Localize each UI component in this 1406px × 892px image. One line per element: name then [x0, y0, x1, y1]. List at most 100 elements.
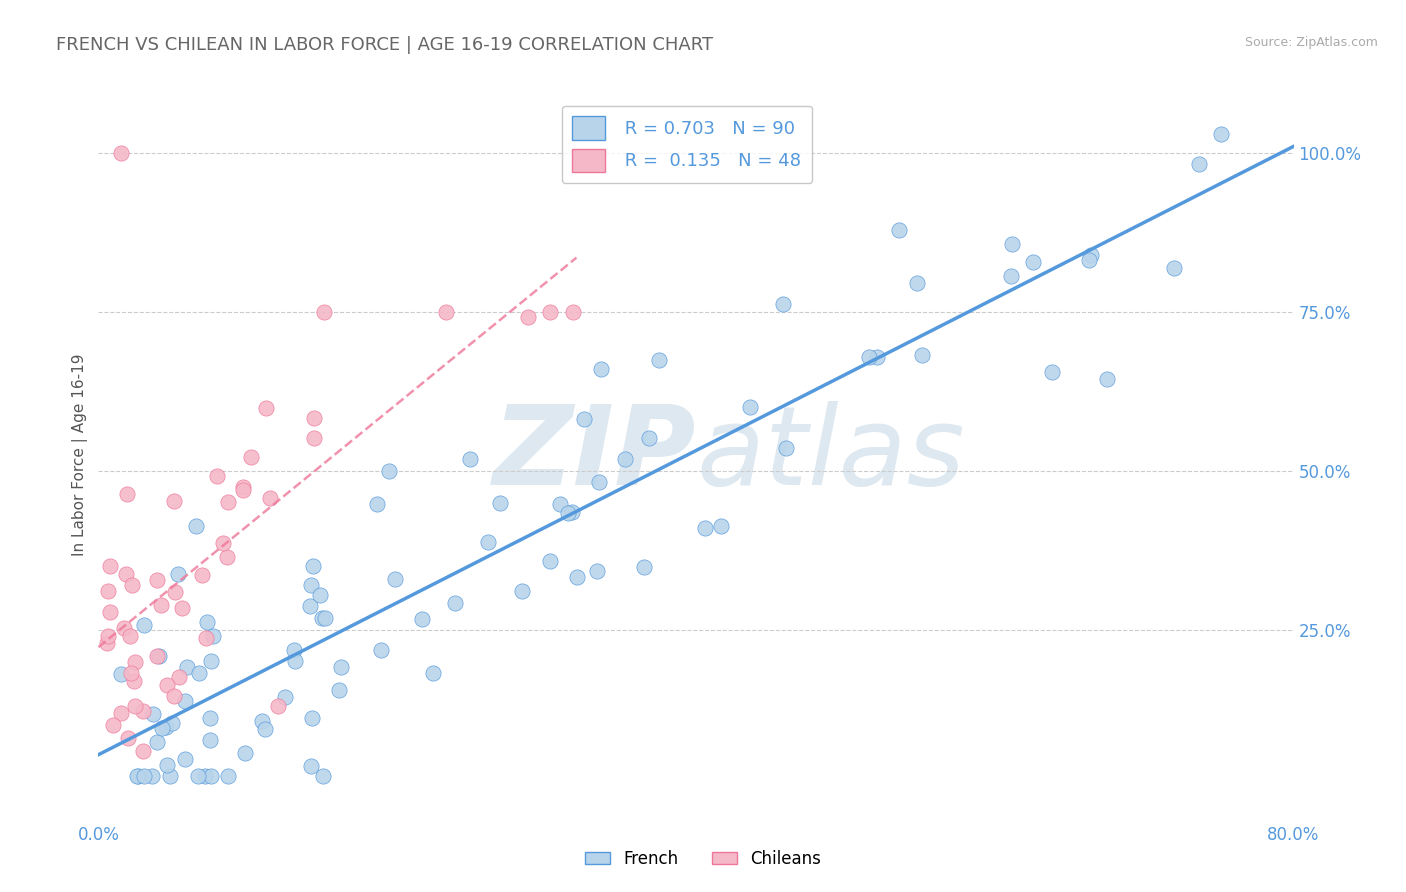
- Point: [301, 710, 323, 724]
- Point: [167, 670, 190, 684]
- Point: [156, 758, 179, 772]
- Point: [132, 769, 155, 783]
- Point: [120, 629, 142, 643]
- Point: [510, 583, 533, 598]
- Point: [103, 718, 125, 732]
- Point: [195, 615, 218, 629]
- Point: [1077, 252, 1099, 267]
- Y-axis label: In Labor Force | Age 16-19: In Labor Force | Age 16-19: [72, 353, 87, 557]
- Point: [311, 611, 333, 625]
- Point: [283, 642, 305, 657]
- Point: [302, 431, 325, 445]
- Point: [239, 450, 262, 464]
- Point: [254, 401, 277, 416]
- Point: [1001, 236, 1024, 251]
- Point: [312, 769, 335, 783]
- Point: [110, 706, 132, 720]
- Point: [155, 720, 177, 734]
- Point: [187, 666, 209, 681]
- Point: [312, 305, 335, 319]
- Point: [195, 631, 218, 645]
- Point: [330, 660, 353, 674]
- Point: [1095, 371, 1118, 385]
- Point: [633, 560, 655, 574]
- Point: [191, 568, 214, 582]
- Point: [132, 744, 155, 758]
- Point: [567, 570, 589, 584]
- Point: [200, 655, 222, 669]
- Point: [115, 567, 138, 582]
- Point: [301, 559, 323, 574]
- Point: [217, 769, 239, 783]
- Point: [309, 588, 332, 602]
- Point: [163, 689, 186, 703]
- Point: [125, 769, 148, 783]
- Point: [163, 584, 186, 599]
- Point: [212, 536, 235, 550]
- Point: [250, 714, 273, 729]
- Point: [274, 690, 297, 704]
- Point: [887, 223, 910, 237]
- Point: [217, 549, 239, 564]
- Point: [516, 310, 538, 325]
- Legend: French, Chileans: French, Chileans: [578, 844, 828, 875]
- Point: [110, 666, 132, 681]
- Point: [100, 605, 122, 619]
- Point: [167, 567, 190, 582]
- Point: [488, 496, 510, 510]
- Point: [434, 305, 457, 319]
- Point: [637, 431, 659, 445]
- Point: [284, 654, 307, 668]
- Point: [148, 648, 170, 663]
- Point: [124, 655, 146, 669]
- Legend:  R = 0.703   N = 90,  R =  0.135   N = 48: R = 0.703 N = 90, R = 0.135 N = 48: [561, 105, 813, 183]
- Point: [184, 518, 207, 533]
- Point: [127, 769, 149, 783]
- Point: [176, 659, 198, 673]
- Point: [458, 451, 481, 466]
- Point: [98, 558, 121, 573]
- Point: [146, 573, 169, 587]
- Point: [586, 565, 609, 579]
- Point: [562, 305, 585, 319]
- Point: [121, 578, 143, 592]
- Point: [538, 554, 561, 568]
- Point: [201, 629, 224, 643]
- Point: [589, 361, 612, 376]
- Point: [254, 722, 277, 736]
- Point: [1022, 254, 1045, 268]
- Point: [370, 642, 392, 657]
- Point: [142, 707, 165, 722]
- Text: Source: ZipAtlas.com: Source: ZipAtlas.com: [1244, 36, 1378, 49]
- Point: [198, 733, 221, 747]
- Point: [259, 491, 281, 506]
- Point: [538, 305, 561, 319]
- Point: [117, 731, 139, 745]
- Point: [314, 611, 336, 625]
- Point: [132, 618, 155, 632]
- Point: [911, 348, 934, 362]
- Point: [1163, 260, 1185, 275]
- Point: [710, 519, 733, 533]
- Point: [384, 572, 406, 586]
- Point: [187, 769, 209, 783]
- Point: [366, 497, 388, 511]
- Point: [132, 704, 155, 718]
- Point: [1211, 127, 1233, 141]
- Point: [146, 735, 169, 749]
- Point: [150, 721, 173, 735]
- Point: [267, 699, 290, 714]
- Point: [1187, 157, 1209, 171]
- Point: [122, 674, 145, 689]
- Point: [866, 350, 889, 364]
- Point: [162, 715, 184, 730]
- Point: [233, 746, 256, 760]
- Point: [149, 598, 172, 612]
- Point: [232, 480, 254, 494]
- Point: [159, 769, 181, 783]
- Point: [411, 612, 433, 626]
- Point: [200, 711, 222, 725]
- Point: [302, 411, 325, 425]
- Point: [232, 483, 254, 498]
- Point: [557, 506, 579, 520]
